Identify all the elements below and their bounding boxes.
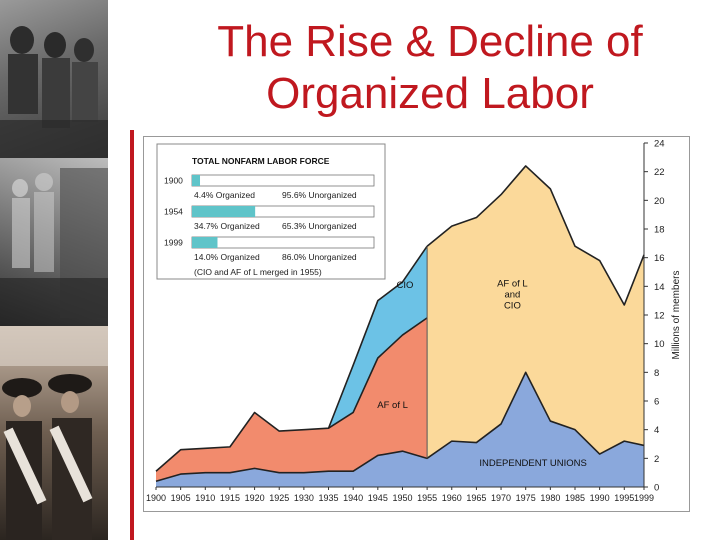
x-tick-label-1925: 1925: [269, 493, 289, 503]
x-tick-label-1910: 1910: [195, 493, 215, 503]
series-label-aflcio-line-2: and: [504, 289, 520, 300]
y-tick-label-14: 14: [654, 282, 665, 293]
x-tick-label-1950: 1950: [392, 493, 412, 503]
area-afl: [156, 317, 428, 482]
title-line-2: Organized Labor: [266, 69, 594, 118]
y-tick-label-18: 18: [654, 225, 665, 236]
y-tick-label-8: 8: [654, 368, 659, 379]
inset-unorganized-label-1954: 65.3% Unorganized: [282, 221, 357, 231]
x-tick-label-1995: 1995: [614, 493, 634, 503]
inset-unorganized-label-1999: 86.0% Unorganized: [282, 252, 357, 262]
photo-women-strikers: [0, 326, 108, 540]
title-line-1: The Rise & Decline of: [217, 17, 643, 66]
inset-organized-label-1900: 4.4% Organized: [194, 190, 255, 200]
inset-bar-organized-1999: [192, 237, 218, 248]
y-tick-label-2: 2: [654, 454, 659, 465]
inset-year-1999: 1999: [164, 238, 183, 248]
x-tick-label-1970: 1970: [491, 493, 511, 503]
y-tick-label-0: 0: [654, 483, 659, 494]
red-accent-rule: [130, 130, 134, 540]
x-tick-label-1975: 1975: [516, 493, 536, 503]
x-tick-label-1940: 1940: [343, 493, 363, 503]
inset-year-1954: 1954: [164, 207, 183, 217]
y-axis-label: Millions of members: [671, 271, 682, 360]
x-tick-label-1945: 1945: [368, 493, 388, 503]
inset-bar-organized-1900: [192, 175, 201, 186]
x-tick-label-1935: 1935: [319, 493, 339, 503]
line-cio: [327, 245, 428, 429]
inset-labor-force: TOTAL NONFARM LABOR FORCE 1900 4.4% Organi…: [156, 143, 386, 280]
area-independent: [156, 372, 644, 487]
x-tick-label-1999: 1999: [634, 493, 654, 503]
series-label-afl-line-1: AF of L: [377, 400, 408, 411]
y-tick-label-16: 16: [654, 253, 665, 264]
y-tick-label-4: 4: [654, 425, 659, 436]
y-tick-label-12: 12: [654, 311, 665, 322]
photo-strip: [0, 0, 108, 540]
photo-child-workers: [0, 158, 108, 326]
inset-bar-track-1999: [191, 236, 375, 249]
x-tick-label-1905: 1905: [171, 493, 191, 503]
inset-unorganized-label-1900: 95.6% Unorganized: [282, 190, 357, 200]
x-tick-label-1960: 1960: [442, 493, 462, 503]
x-tick-label-1955: 1955: [417, 493, 437, 503]
line-aflcio: [426, 165, 645, 306]
inset-bar-track-1900: [191, 174, 375, 187]
x-tick-label-1965: 1965: [466, 493, 486, 503]
x-tick-label-1900: 1900: [146, 493, 166, 503]
x-tick-label-1990: 1990: [590, 493, 610, 503]
series-label-cio-line-1: CIO: [396, 280, 413, 291]
inset-bar-organized-1954: [192, 206, 256, 217]
area-aflcio: [427, 165, 644, 459]
inset-note: (CIO and AF of L merged in 1955): [194, 267, 322, 277]
inset-year-1900: 1900: [164, 176, 183, 186]
line-afl: [155, 317, 428, 472]
y-tick-label-24: 24: [654, 139, 665, 150]
y-tick-label-20: 20: [654, 196, 665, 207]
inset-title: TOTAL NONFARM LABOR FORCE: [192, 156, 330, 166]
x-tick-label-1985: 1985: [565, 493, 585, 503]
series-label-aflcio-line-3: CIO: [504, 300, 521, 311]
y-tick-label-10: 10: [654, 339, 665, 350]
page-title: The Rise & Decline of Organized Labor: [150, 16, 710, 120]
series-label-independent-line-1: INDEPENDENT UNIONS: [479, 458, 587, 469]
y-tick-label-22: 22: [654, 167, 665, 178]
x-tick-label-1915: 1915: [220, 493, 240, 503]
inset-organized-label-1999: 14.0% Organized: [194, 252, 260, 262]
photo-miners: [0, 0, 108, 158]
x-tick-label-1920: 1920: [245, 493, 265, 503]
inset-organized-label-1954: 34.7% Organized: [194, 221, 260, 231]
x-tick-label-1930: 1930: [294, 493, 314, 503]
x-tick-label-1980: 1980: [540, 493, 560, 503]
series-label-aflcio-line-1: AF of L: [497, 278, 528, 289]
area-cio: [328, 246, 428, 429]
line-independent: [155, 371, 645, 483]
y-tick-label-6: 6: [654, 397, 659, 408]
